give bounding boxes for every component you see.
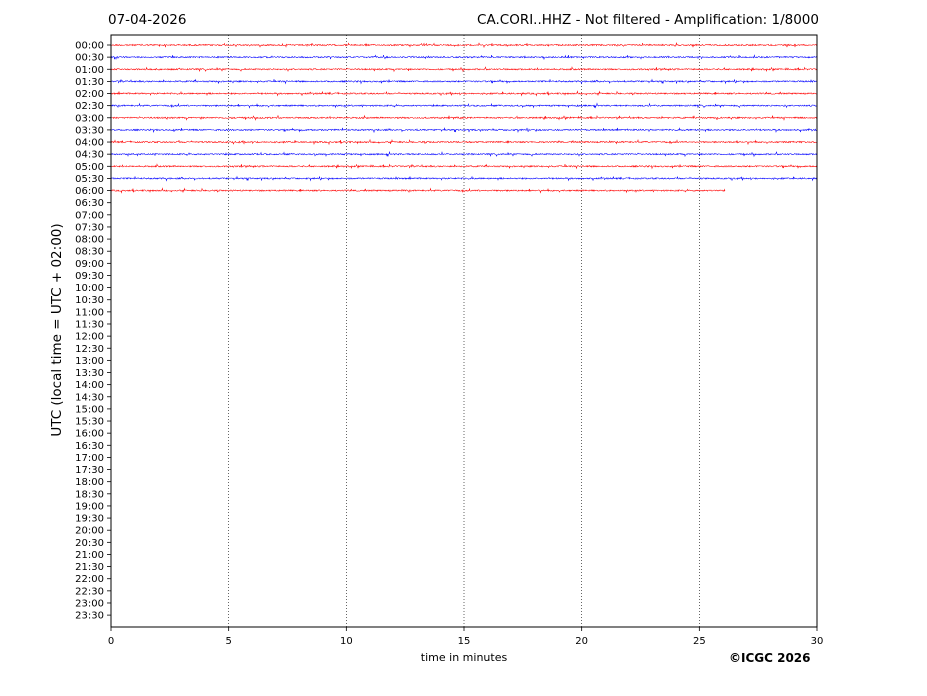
x-tick-label-0: 0 <box>108 636 114 647</box>
x-tick-label-15: 15 <box>458 636 471 647</box>
y-tick-label-1330: 13:30 <box>75 368 104 379</box>
y-tick-label-0400: 04:00 <box>75 138 104 149</box>
y-tick-label-0530: 05:30 <box>75 174 104 185</box>
x-tick-label-10: 10 <box>340 636 353 647</box>
y-tick-label-1630: 16:30 <box>75 441 104 452</box>
trace-0200 <box>110 90 818 97</box>
y-tick-label-0430: 04:30 <box>75 150 104 161</box>
y-tick-label-2330: 23:30 <box>75 611 104 622</box>
y-tick-label-2230: 22:30 <box>75 586 104 597</box>
y-tick-label-0200: 02:00 <box>75 89 104 100</box>
y-tick-label-1700: 17:00 <box>75 453 104 464</box>
y-tick-label-2000: 20:00 <box>75 526 104 537</box>
y-tick-label-1830: 18:30 <box>75 489 104 500</box>
trace-0600 <box>110 187 726 194</box>
y-tick-label-0700: 07:00 <box>75 210 104 221</box>
plot-date: 07-04-2026 <box>108 12 187 28</box>
trace-0330 <box>110 127 818 134</box>
y-tick-label-0130: 01:30 <box>75 77 104 88</box>
trace-0000 <box>110 42 818 49</box>
y-tick-label-0230: 02:30 <box>75 101 104 112</box>
plot-title: CA.CORI..HHZ - Not filtered - Amplificat… <box>477 12 819 28</box>
y-tick-label-0800: 08:00 <box>75 235 104 246</box>
trace-0300 <box>111 114 818 121</box>
y-tick-label-2100: 21:00 <box>75 550 104 561</box>
x-axis-label: time in minutes <box>420 651 508 664</box>
y-tick-label-0300: 03:00 <box>75 113 104 124</box>
y-tick-label-1400: 14:00 <box>75 380 104 391</box>
y-tick-label-1730: 17:30 <box>75 465 104 476</box>
x-tick-label-25: 25 <box>693 636 706 647</box>
y-tick-label-0500: 05:00 <box>75 162 104 173</box>
x-tick-label-30: 30 <box>811 636 824 647</box>
y-tick-label-0930: 09:30 <box>75 271 104 282</box>
y-tick-label-1230: 12:30 <box>75 344 104 355</box>
y-tick-label-0600: 06:00 <box>75 186 104 197</box>
y-tick-label-1500: 15:00 <box>75 404 104 415</box>
y-tick-label-0330: 03:30 <box>75 125 104 136</box>
y-tick-label-2030: 20:30 <box>75 538 104 549</box>
y-tick-label-0030: 00:30 <box>75 53 104 64</box>
trace-0500 <box>110 163 818 170</box>
y-tick-label-0630: 06:30 <box>75 198 104 209</box>
trace-0400 <box>110 138 818 146</box>
y-tick-label-2300: 23:00 <box>75 598 104 609</box>
y-tick-label-1600: 16:00 <box>75 429 104 440</box>
trace-0130 <box>110 78 818 85</box>
y-tick-label-2200: 22:00 <box>75 574 104 585</box>
y-tick-label-1130: 11:30 <box>75 319 104 330</box>
y-tick-label-0900: 09:00 <box>75 259 104 270</box>
y-tick-label-1900: 19:00 <box>75 501 104 512</box>
y-tick-label-1800: 18:00 <box>75 477 104 488</box>
y-tick-label-0830: 08:30 <box>75 247 104 258</box>
trace-0430 <box>110 150 818 158</box>
copyright-notice: ©ICGC 2026 <box>729 651 811 665</box>
y-tick-label-1300: 13:00 <box>75 356 104 367</box>
y-tick-label-1000: 10:00 <box>75 283 104 294</box>
y-tick-label-1530: 15:30 <box>75 417 104 428</box>
y-tick-label-0000: 00:00 <box>75 41 104 52</box>
y-tick-label-0100: 01:00 <box>75 65 104 76</box>
trace-0530 <box>110 175 818 182</box>
y-tick-label-2130: 21:30 <box>75 562 104 573</box>
y-tick-label-1930: 19:30 <box>75 514 104 525</box>
y-tick-label-0730: 07:30 <box>75 222 104 233</box>
x-tick-label-20: 20 <box>575 636 588 647</box>
trace-0030 <box>110 54 818 61</box>
y-tick-label-1030: 10:30 <box>75 295 104 306</box>
y-tick-label-1200: 12:00 <box>75 332 104 343</box>
trace-0100 <box>110 66 818 73</box>
trace-0230 <box>110 102 818 109</box>
x-tick-label-5: 5 <box>225 636 231 647</box>
plot-frame <box>110 34 818 628</box>
y-tick-label-1100: 11:00 <box>75 307 104 318</box>
y-tick-label-1430: 14:30 <box>75 392 104 403</box>
